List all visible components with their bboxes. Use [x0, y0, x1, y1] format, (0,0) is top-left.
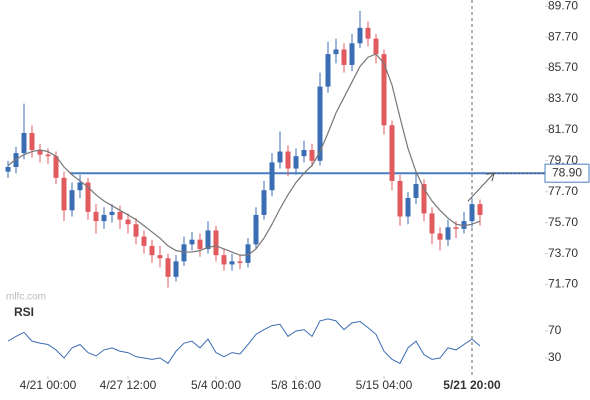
candle-body [245, 244, 251, 263]
candle-body [197, 239, 203, 249]
candle-body [453, 227, 459, 229]
x-tick-label: 5/4 00:00 [191, 378, 241, 392]
candle-body [77, 182, 83, 191]
candle-body [45, 154, 51, 157]
candle-body [141, 236, 147, 246]
candle-body [149, 245, 155, 256]
candle-body [53, 156, 59, 178]
candle-body [253, 214, 259, 245]
candle-body [173, 261, 179, 277]
y-tick-label: 73.70 [548, 246, 578, 260]
candle-body [277, 151, 283, 163]
candle-body [469, 204, 475, 222]
candle-body [349, 43, 355, 65]
x-tick-label: 4/27 12:00 [100, 378, 157, 392]
candle-body [341, 49, 347, 65]
candle-body [429, 213, 435, 234]
y-tick-label: 87.70 [548, 29, 578, 43]
candle-body [125, 219, 131, 225]
rsi-tick-label: 70 [548, 323, 562, 337]
candle-body [5, 167, 11, 172]
candle-body [389, 125, 395, 181]
candle-body [109, 211, 115, 215]
y-tick-label: 81.70 [548, 122, 578, 136]
candle-body [13, 153, 19, 168]
candle-body [189, 239, 195, 245]
candle-body [181, 244, 187, 262]
candle-body [133, 224, 139, 237]
candle-body [405, 197, 411, 217]
rsi-tick-label: 30 [548, 350, 562, 364]
candle-body [165, 258, 171, 277]
y-tick-label: 77.70 [548, 184, 578, 198]
candle-body [437, 233, 443, 240]
candle-body [229, 261, 235, 265]
candle-body [461, 221, 467, 229]
y-tick-label: 75.70 [548, 215, 578, 229]
candle-body [357, 27, 363, 44]
x-tick-label: 4/21 00:00 [20, 378, 77, 392]
candle-body [93, 211, 99, 222]
candle-body [85, 182, 91, 212]
candle-body [445, 227, 451, 240]
y-tick-label: 83.70 [548, 91, 578, 105]
candle-body [381, 54, 387, 126]
candle-body [317, 86, 323, 161]
x-tick-label: 5/15 04:00 [356, 378, 413, 392]
y-tick-label: 79.70 [548, 153, 578, 167]
candle-body [213, 230, 219, 256]
candle-body [69, 190, 75, 211]
candle-body [413, 184, 419, 198]
level-label: 78.90 [552, 165, 582, 179]
candle-body [325, 54, 331, 87]
candle-body [309, 150, 315, 161]
x-tick-label: 5/21 20:00 [443, 378, 501, 392]
y-tick-label: 85.70 [548, 60, 578, 74]
candle-body [269, 162, 275, 191]
candle-body [21, 132, 27, 154]
candle-body [293, 156, 299, 169]
y-tick-label: 71.70 [548, 277, 578, 291]
y-tick-label: 89.70 [548, 0, 578, 12]
candle-body [285, 151, 291, 169]
candle-body [477, 204, 483, 215]
trend-arrow [467, 172, 495, 202]
watermark: mlfc.com [6, 292, 46, 303]
candle-body [117, 211, 123, 220]
candle-body [221, 255, 227, 265]
candle-body [237, 261, 243, 263]
candle-body [37, 150, 43, 155]
candle-body [333, 49, 339, 55]
rsi-title: RSI [14, 305, 34, 319]
level-label-box [544, 163, 590, 183]
candle-body [261, 190, 267, 215]
candle-body [373, 38, 379, 55]
candle-body [421, 184, 427, 214]
candle-body [397, 180, 403, 217]
candle-body [157, 255, 163, 259]
rsi-line [7, 318, 481, 365]
candle-body [29, 132, 35, 150]
candle-body [301, 150, 307, 157]
candle-body [205, 230, 211, 249]
candle-body [61, 177, 67, 211]
candle-body [101, 214, 107, 222]
moving-average [7, 53, 481, 256]
x-tick-label: 5/8 16:00 [271, 378, 321, 392]
candle-body [365, 27, 371, 39]
